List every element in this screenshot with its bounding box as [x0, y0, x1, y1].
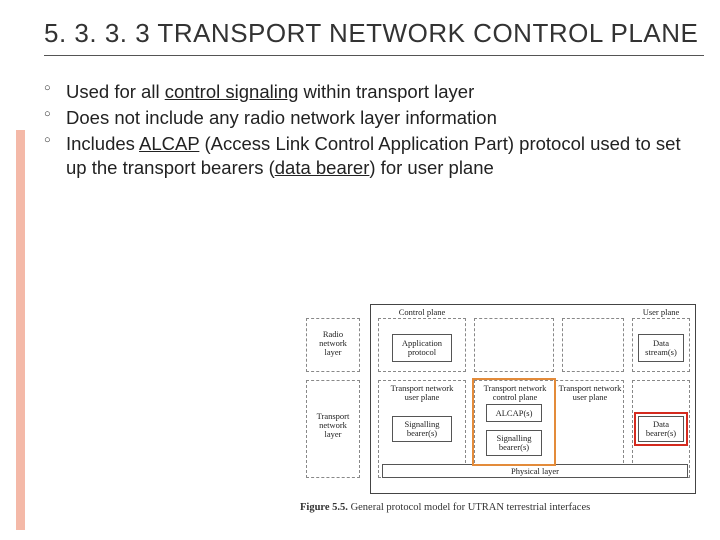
bullet-text: within transport layer [298, 81, 474, 102]
lbl-tn-user2: Transport network user plane [558, 384, 622, 402]
protocol-diagram: Radio network layer Transport network la… [300, 300, 720, 513]
col-header-user: User plane [632, 308, 690, 317]
figure-caption: Figure 5.5. General protocol model for U… [300, 502, 720, 513]
bullet-text-underline: data bearer [275, 157, 370, 178]
box-application-protocol: Application protocol [392, 334, 452, 362]
bullet-list: Used for all control signaling within tr… [44, 80, 704, 180]
col-gap-top [562, 318, 624, 372]
box-signalling-bearer-1: Signalling bearer(s) [392, 416, 452, 442]
row-label-bottom: Transport network layer [308, 412, 358, 439]
list-item: Used for all control signaling within tr… [44, 80, 704, 104]
bullet-text-underline: control signaling [165, 81, 299, 102]
slide-title: 5. 3. 3. 3 TRANSPORT NETWORK CONTROL PLA… [44, 18, 704, 56]
bullet-text: ) for user plane [369, 157, 493, 178]
bullet-text: Includes [66, 133, 139, 154]
caption-text: General protocol model for UTRAN terrest… [348, 502, 590, 513]
list-item: Does not include any radio network layer… [44, 106, 704, 130]
diagram-canvas: Radio network layer Transport network la… [300, 300, 720, 500]
bullet-text: Used for all [66, 81, 165, 102]
highlight-red [634, 412, 688, 446]
box-data-streams: Data stream(s) [638, 334, 684, 362]
bullet-text-underline: ALCAP [139, 133, 199, 154]
list-item: Includes ALCAP (Access Link Control Appl… [44, 132, 704, 180]
slide-content: 5. 3. 3. 3 TRANSPORT NETWORK CONTROL PLA… [44, 18, 704, 182]
box-physical-layer: Physical layer [382, 464, 688, 478]
accent-stripe [16, 130, 25, 530]
col-mid-top [474, 318, 554, 372]
bullet-text: Does not include any radio network layer… [66, 107, 497, 128]
col-header-control: Control plane [378, 308, 466, 317]
lbl-tn-user1: Transport network user plane [378, 384, 466, 402]
row-label-top: Radio network layer [308, 330, 358, 357]
highlight-orange [472, 378, 556, 466]
caption-bold: Figure 5.5. [300, 502, 348, 513]
